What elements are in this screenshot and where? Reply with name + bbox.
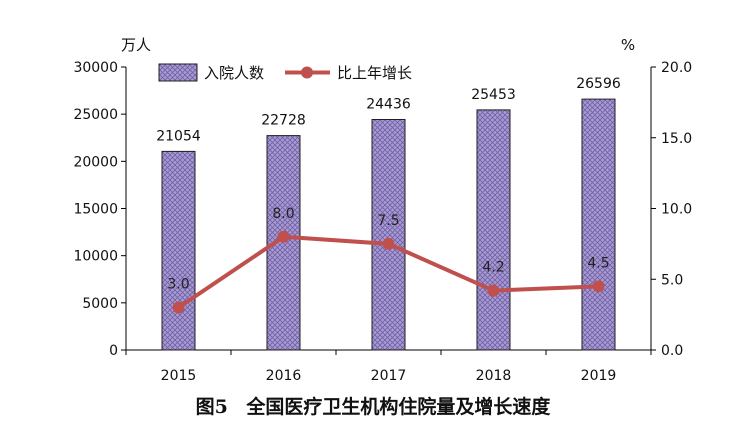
y-axis-title-right: % — [621, 36, 635, 54]
bar — [371, 118, 406, 351]
right-tick-label: 15.0 — [661, 131, 692, 147]
figure-caption: 图5 全国医疗卫生机构住院量及增长速度 — [0, 392, 746, 419]
x-tick-label: 2015 — [161, 368, 197, 384]
x-tick-label: 2017 — [371, 368, 407, 384]
right-tick-label: 10.0 — [661, 202, 692, 218]
line-data-label: 4.2 — [482, 260, 504, 276]
line-data-label: 4.5 — [587, 255, 609, 271]
growth-point — [382, 237, 395, 250]
legend-line-marker — [301, 66, 313, 79]
legend-bar-swatch — [158, 63, 198, 82]
bar-data-label: 21054 — [156, 128, 201, 144]
legend-bar-label: 入院人数 — [204, 64, 264, 82]
growth-point — [592, 280, 605, 293]
y-axis-title-left: 万人 — [121, 36, 151, 54]
bar — [161, 150, 196, 351]
bar-data-label: 22728 — [261, 113, 306, 129]
x-tick-label: 2018 — [476, 368, 512, 384]
growth-point — [172, 301, 185, 314]
legend-line-label: 比上年增长 — [337, 64, 412, 82]
line-data-label: 3.0 — [167, 277, 189, 293]
left-tick-label: 0 — [109, 343, 118, 359]
x-tick-label: 2016 — [266, 368, 302, 384]
line-data-label: 8.0 — [272, 206, 294, 222]
caption-number: 图5 — [195, 396, 228, 418]
caption-title: 全国医疗卫生机构住院量及增长速度 — [246, 396, 551, 418]
bar — [581, 98, 616, 351]
bar-data-label: 26596 — [576, 76, 621, 92]
left-tick-label: 25000 — [73, 107, 118, 123]
left-tick-label: 20000 — [73, 154, 118, 170]
bar-data-label: 25453 — [471, 87, 516, 103]
left-tick-label: 15000 — [73, 202, 118, 218]
bar-data-label: 24436 — [366, 96, 411, 112]
chart-svg: 0 5000 10000 15000 20000 25000 30000 0.0 5.0 10.0… — [73, 36, 692, 384]
line-data-label: 7.5 — [377, 213, 399, 229]
growth-point — [277, 230, 290, 243]
right-tick-label: 5.0 — [661, 272, 683, 288]
right-tick-label: 20.0 — [661, 60, 692, 76]
left-tick-label: 30000 — [73, 60, 118, 76]
right-tick-label: 0.0 — [661, 343, 683, 359]
left-tick-label: 5000 — [82, 296, 118, 312]
bar — [476, 109, 511, 351]
growth-point — [487, 284, 500, 297]
left-tick-label: 10000 — [73, 249, 118, 265]
x-tick-label: 2019 — [581, 368, 617, 384]
